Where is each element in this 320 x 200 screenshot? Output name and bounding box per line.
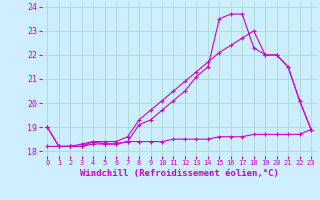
X-axis label: Windchill (Refroidissement éolien,°C): Windchill (Refroidissement éolien,°C) xyxy=(80,169,279,178)
